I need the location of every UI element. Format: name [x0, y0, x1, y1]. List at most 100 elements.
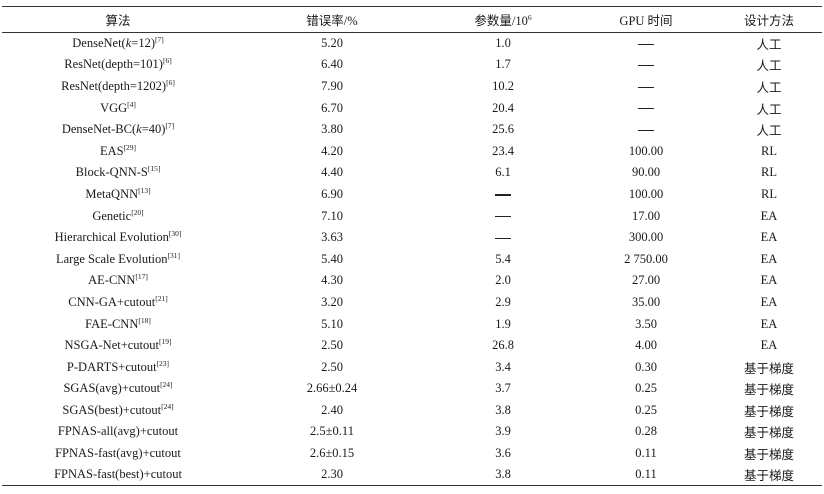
design-method-cell: EA [760, 338, 778, 353]
method-name: EAS [99, 143, 124, 158]
table-row: EAS[29] 4.20 23.4 100.00 RL [2, 140, 822, 162]
gpu-time-cell: 35.00 [631, 294, 661, 309]
design-method-cell: 人工 [756, 124, 782, 139]
method-name: FPNAS-all(avg)+cutout [57, 424, 179, 439]
method-name-cell: NSGA-Net+cutout[19] [2, 335, 234, 357]
empty-value-dash [638, 129, 654, 131]
empty-value-dash [495, 216, 511, 218]
table-row: DenseNet-BC(k=40)[7] 3.80 25.6 人工 [2, 119, 822, 141]
params-cell: 2.0 [495, 273, 511, 288]
error-rate-cell: 3.63 [321, 230, 343, 245]
error-rate-cell: 6.90 [321, 186, 343, 201]
method-name-cell: FPNAS-fast(avg)+cutout [2, 443, 234, 465]
error-rate-cell: 2.66±0.24 [306, 381, 358, 396]
reference-citation: [6] [162, 56, 172, 66]
gpu-time-cell: 3.50 [635, 316, 657, 331]
design-method-cell: 基于梯度 [716, 464, 822, 487]
method-name-cell: EAS[29] [2, 140, 234, 162]
table-row: Hierarchical Evolution[30] 3.63 300.00 EA [2, 227, 822, 249]
method-name-cell: P-DARTS+cutout[23] [2, 356, 234, 378]
table-row: AE-CNN[17] 4.30 2.0 27.00 EA [2, 270, 822, 292]
method-name: ResNet(depth=101) [64, 57, 163, 72]
method-name-cell: Hierarchical Evolution[30] [2, 227, 234, 249]
method-name-cell: MetaQNN[13] [2, 184, 234, 206]
method-name: P-DARTS+cutout [66, 359, 157, 374]
error-rate-cell: 6.70 [321, 100, 343, 115]
method-name: AE-CNN [88, 273, 136, 288]
reference-citation: [7] [165, 121, 175, 131]
table-row: DenseNet(k=12)[7] 5.20 1.0 人工 [2, 33, 822, 55]
table-row: ResNet(depth=1202)[6] 7.90 10.2 人工 [2, 76, 822, 98]
empty-value-dash [638, 64, 654, 67]
reference-citation: [24] [161, 401, 174, 411]
reference-citation: [19] [159, 336, 172, 346]
reference-citation: [24] [160, 380, 173, 390]
params-cell [430, 184, 576, 206]
params-cell [430, 205, 576, 227]
method-name-cell: ResNet(depth=1202)[6] [2, 76, 234, 98]
error-rate-cell: 4.20 [321, 143, 343, 158]
design-method-cell: 人工 [756, 59, 782, 74]
reference-citation: [31] [167, 250, 181, 260]
results-table: 算法 错误率/% 参数量/106 GPU 时间 设计方法 DenseNet(k=… [2, 6, 822, 487]
table-row: SGAS(avg)+cutout[24] 2.66±0.24 3.7 0.25 基于梯度 [2, 378, 822, 400]
error-rate-cell: 4.40 [321, 165, 343, 180]
design-method-cell: RL [761, 143, 777, 158]
error-rate-cell: 6.40 [321, 57, 343, 72]
params-cell: 3.8 [495, 402, 511, 417]
method-name-param: k [125, 36, 132, 51]
header-method: 算法 [2, 6, 234, 33]
params-cell: 1.0 [495, 36, 511, 51]
gpu-time-cell: 0.25 [635, 402, 657, 417]
design-method-cell: EA [760, 251, 778, 266]
error-rate-cell: 5.20 [321, 36, 343, 51]
design-method-cell: EA [760, 208, 778, 223]
error-rate-cell: 5.10 [321, 316, 343, 331]
method-name: FPNAS-fast(best)+cutout [54, 467, 182, 482]
gpu-time-cell: 2 750.00 [624, 251, 668, 266]
table-row: MetaQNN[13] 6.90 100.00 RL [2, 184, 822, 206]
params-cell: 23.4 [492, 143, 514, 158]
method-name-cell: FAE-CNN[18] [2, 313, 234, 335]
method-name-cell: CNN-GA+cutout[21] [2, 292, 234, 314]
method-name-cell: FPNAS-fast(best)+cutout [2, 464, 234, 487]
design-method-cell: 基于梯度 [743, 383, 794, 398]
design-method-cell: EA [760, 230, 778, 245]
error-rate-cell: 3.80 [321, 122, 343, 137]
reference-citation: [15] [147, 164, 161, 174]
params-cell: 3.9 [495, 424, 511, 439]
table-row: VGG[4] 6.70 20.4 人工 [2, 97, 822, 119]
method-name-cell: AE-CNN[17] [2, 270, 234, 292]
gpu-time-cell: 100.00 [628, 143, 664, 158]
params-cell: 3.7 [495, 381, 511, 396]
table-row: ResNet(depth=101)[6] 6.40 1.7 人工 [2, 54, 822, 76]
error-rate-cell: 2.30 [234, 464, 430, 487]
method-name-cell: FPNAS-all(avg)+cutout [2, 421, 234, 443]
design-method-cell: 基于梯度 [743, 426, 794, 441]
reference-citation: [4] [127, 99, 136, 109]
gpu-time-cell: 0.11 [576, 464, 716, 487]
empty-value-dash [495, 237, 511, 239]
reference-citation: [7] [154, 34, 164, 44]
empty-value-dash [638, 86, 654, 88]
design-method-cell: EA [760, 294, 778, 309]
method-name: ResNet(depth=1202) [61, 78, 167, 93]
table-row: Block-QNN-S[15] 4.40 6.1 90.00 RL [2, 162, 822, 184]
gpu-time-cell: 90.00 [631, 165, 661, 180]
reference-citation: [18] [138, 315, 151, 325]
method-name: FPNAS-fast(avg)+cutout [55, 446, 181, 461]
error-rate-cell: 7.10 [321, 208, 343, 223]
method-name-param: k [136, 122, 142, 137]
gpu-time-cell: 27.00 [631, 273, 661, 288]
params-cell: 20.4 [492, 100, 514, 115]
error-rate-cell: 2.5±0.11 [310, 424, 354, 439]
table-body: DenseNet(k=12)[7] 5.20 1.0 人工 ResNet(depth=1… [2, 33, 822, 487]
error-rate-cell: 2.40 [321, 402, 343, 417]
error-rate-cell: 3.20 [321, 294, 343, 309]
table-row: FPNAS-fast(avg)+cutout 2.6±0.15 3.6 0.11 基于梯… [2, 443, 822, 465]
method-name-cell: Block-QNN-S[15] [2, 162, 234, 184]
gpu-time-cell: 0.11 [635, 446, 657, 461]
params-cell: 3.8 [430, 464, 576, 487]
design-method-cell: 人工 [756, 102, 782, 117]
reference-citation: [13] [138, 185, 151, 195]
